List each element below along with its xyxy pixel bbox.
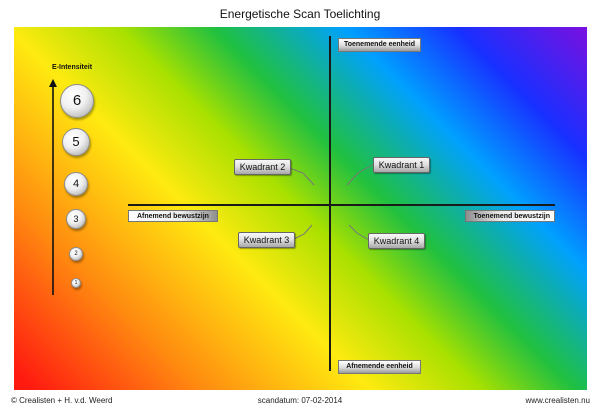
- axis-label-bottom: Afnemende eenheid: [338, 360, 421, 374]
- axis-label-left: Afnemend bewustzijn: [128, 210, 218, 222]
- intensity-level-6: 6: [60, 84, 94, 118]
- axis-label-top: Toenemende eenheid: [338, 38, 421, 52]
- quadrant-connectors: [283, 163, 375, 241]
- gradient-panel: Toenemende eenheid Afnemende eenheid Afn…: [14, 27, 587, 390]
- connector-kwadrant-3: [291, 224, 313, 241]
- footer-website-link[interactable]: www.crealisten.nu: [525, 396, 590, 405]
- page-title: Energetische Scan Toelichting: [219, 7, 381, 21]
- scale-arrow-icon: [49, 79, 57, 295]
- axis-label-right: Toenemend bewustzijn: [465, 210, 555, 222]
- intensity-level-5: 5: [62, 128, 90, 156]
- connector-kwadrant-1: [346, 163, 375, 186]
- horizontal-axis: [128, 204, 555, 206]
- intensity-level-3: 3: [66, 209, 86, 229]
- footer-copyright: © Crealisten + H. v.d. Weerd: [11, 396, 113, 405]
- intensity-level-4: 4: [64, 172, 88, 196]
- intensity-level-1: 1: [71, 278, 81, 288]
- intensity-level-2: 2: [69, 247, 83, 261]
- footer-scan-date: scandatum: 07-02-2014: [257, 396, 343, 405]
- connector-kwadrant-4: [348, 224, 370, 241]
- kwadrant-3-label: Kwadrant 3: [238, 232, 295, 248]
- scale-label: E-Intensiteit: [52, 64, 93, 71]
- kwadrant-4-label: Kwadrant 4: [368, 233, 425, 249]
- vertical-axis: [329, 36, 331, 371]
- kwadrant-2-label: Kwadrant 2: [234, 159, 291, 175]
- kwadrant-1-label: Kwadrant 1: [373, 157, 430, 173]
